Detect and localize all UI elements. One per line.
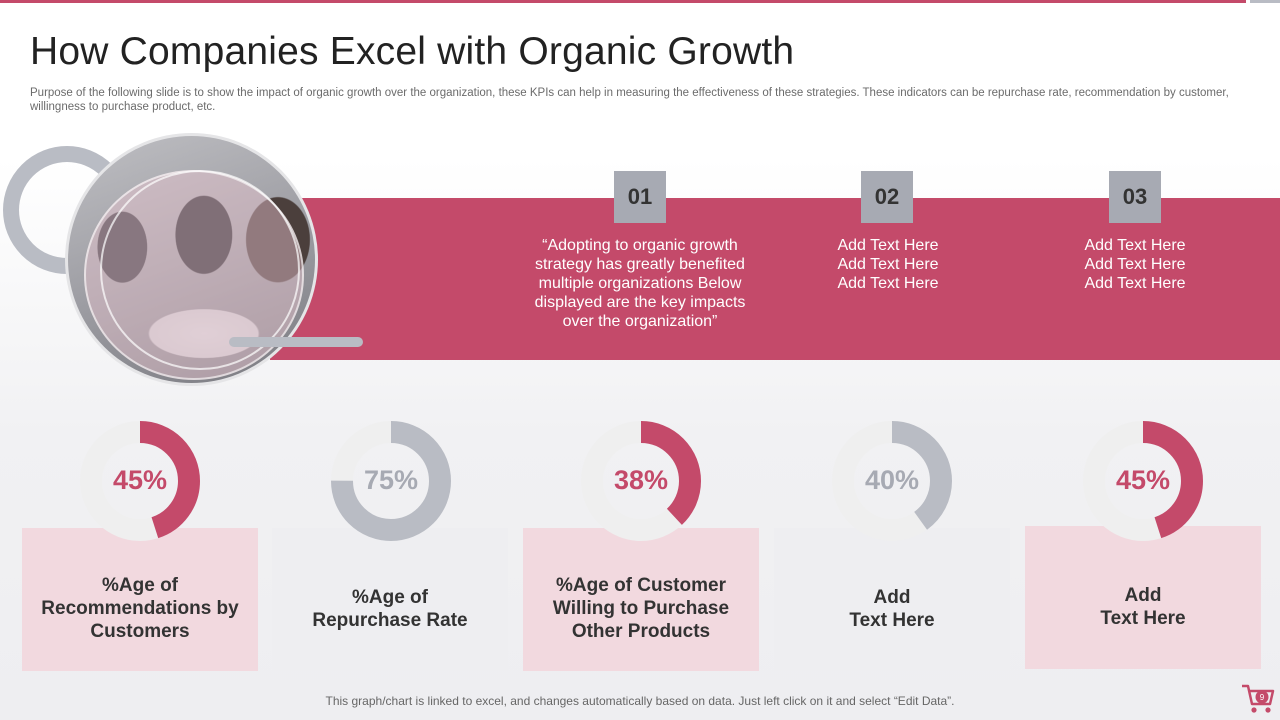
kpi-percent-2: 75%	[363, 465, 419, 495]
kpi-label-line: Text Here	[1100, 607, 1186, 629]
accent-band	[270, 198, 1280, 360]
step-text-line: multiple organizations Below	[538, 275, 742, 292]
donut-value-arc	[80, 421, 200, 541]
kpi-card-repurchase: %Age of Repurchase Rate	[272, 528, 508, 671]
kpi-percent-3: 38%	[613, 465, 669, 495]
kpi-card-willing-to-purchase: %Age of Customer Willing to Purchase Other…	[523, 528, 759, 671]
kpi-percent-4: 40%	[864, 465, 920, 495]
step-text-line: “Adopting to organic growth	[542, 237, 738, 254]
step-text-line: Add Text Here	[837, 275, 939, 292]
step-text-line: over the organization”	[562, 313, 718, 330]
step-number-03: 03	[1109, 171, 1161, 223]
kpi-label-line: Add	[873, 586, 911, 608]
shopping-cart-icon[interactable]: 9	[1240, 680, 1276, 716]
step-text-line: strategy has greatly benefited	[535, 256, 745, 273]
donut-chart-4	[832, 421, 952, 541]
kpi-label-line: Willing to Purchase	[552, 598, 730, 619]
step-text-line: Add Text Here	[1084, 275, 1186, 292]
kpi-label-line: Customers	[90, 621, 190, 642]
kpi-label-line: Repurchase Rate	[312, 609, 468, 631]
kpi-label-line: Text Here	[849, 609, 935, 631]
step-text-line: displayed are the key impacts	[534, 294, 746, 311]
photo-inner-ring	[100, 170, 300, 370]
donut-value-arc	[581, 421, 701, 541]
kpi-label-line: Add	[1124, 584, 1162, 606]
step-text-03: Add Text Here Add Text Here Add Text Her…	[1015, 236, 1255, 293]
kpi-percent-1: 45%	[112, 465, 168, 495]
step-number-02: 02	[861, 171, 913, 223]
kpi-label-line: %Age of	[102, 575, 178, 596]
kpi-label-line: Recommendations by	[41, 598, 239, 619]
footer-note: This graph/chart is linked to excel, and…	[325, 694, 955, 708]
step-number-01: 01	[614, 171, 666, 223]
donut-chart-5	[1083, 421, 1203, 541]
step-text-02: Add Text Here Add Text Here Add Text Her…	[768, 236, 1008, 293]
decorative-bar	[229, 337, 363, 347]
top-grey-line	[1250, 0, 1280, 3]
donut-value-arc	[331, 421, 451, 541]
kpi-label-line: %Age of Customer	[556, 575, 726, 596]
kpi-card-add-text-5: Add Text Here	[1025, 526, 1261, 669]
step-text-line: Add Text Here	[837, 256, 939, 273]
donut-chart-2	[331, 421, 451, 541]
slide-title: How Companies Excel with Organic Growth	[30, 30, 795, 73]
step-text-line: Add Text Here	[1084, 256, 1186, 273]
kpi-card-recommendations: %Age of Recommendations by Customers	[22, 528, 258, 671]
kpi-label-line: %Age of	[351, 586, 428, 608]
kpi-label-line: Other Products	[571, 621, 711, 642]
kpi-percent-5: 45%	[1115, 465, 1171, 495]
page-number: 9	[1260, 693, 1265, 702]
slide-subtitle: Purpose of the following slide is to sho…	[30, 87, 1229, 113]
top-accent-line	[0, 0, 1246, 3]
step-text-line: Add Text Here	[837, 237, 939, 254]
donut-value-arc	[832, 421, 952, 541]
donut-chart-3	[581, 421, 701, 541]
step-text-line: Add Text Here	[1084, 237, 1186, 254]
step-text-01: “Adopting to organic growth strategy has…	[520, 236, 760, 331]
donut-value-arc	[1083, 421, 1203, 541]
kpi-card-add-text-4: Add Text Here	[774, 528, 1010, 671]
donut-chart-1	[80, 421, 200, 541]
